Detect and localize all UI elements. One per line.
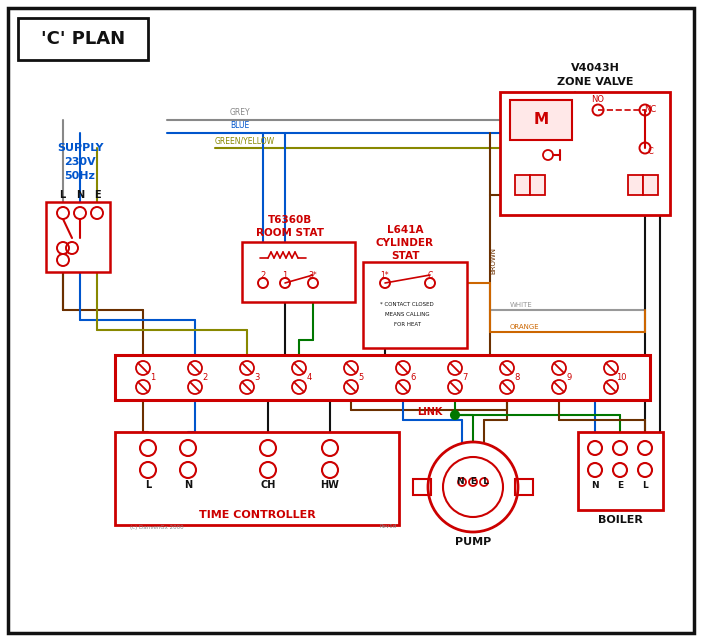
Text: BROWN: BROWN [490, 247, 496, 274]
Bar [363, 262, 467, 348]
Text: 2: 2 [260, 271, 265, 279]
Bar [628, 175, 643, 195]
Bar [578, 432, 663, 510]
Bar [242, 242, 355, 302]
Text: 2: 2 [202, 372, 208, 381]
Text: LINK: LINK [417, 407, 443, 417]
Text: BOILER: BOILER [597, 515, 642, 525]
Text: 10: 10 [616, 372, 626, 381]
Text: L: L [642, 481, 648, 490]
Text: MEANS CALLING: MEANS CALLING [385, 313, 430, 317]
Text: 3: 3 [254, 372, 260, 381]
Text: L: L [59, 190, 65, 200]
Text: C: C [647, 147, 653, 156]
Text: 6: 6 [410, 372, 416, 381]
Bar [510, 100, 572, 140]
Text: HW: HW [321, 480, 340, 490]
Text: WHITE: WHITE [510, 302, 533, 308]
Text: L641A: L641A [387, 225, 423, 235]
Bar [515, 479, 533, 495]
Text: N  E  L: N E L [457, 478, 489, 487]
Text: SUPPLY: SUPPLY [57, 143, 103, 153]
Text: STAT: STAT [391, 251, 419, 261]
Bar [530, 175, 545, 195]
Text: 230V: 230V [64, 157, 95, 167]
Bar [18, 18, 148, 60]
Bar [115, 432, 399, 525]
Text: CH: CH [260, 480, 276, 490]
Bar [643, 175, 658, 195]
Text: 1: 1 [150, 372, 156, 381]
Text: 1*: 1* [380, 271, 390, 279]
Text: Rev1d: Rev1d [380, 524, 397, 529]
Text: TIME CONTROLLER: TIME CONTROLLER [199, 510, 315, 520]
Text: T6360B: T6360B [268, 215, 312, 225]
Bar [413, 479, 431, 495]
Text: FOR HEAT: FOR HEAT [394, 322, 420, 328]
Circle shape [451, 411, 459, 419]
Text: V4043H: V4043H [571, 63, 619, 73]
Text: (c) DanvenGx 2000: (c) DanvenGx 2000 [130, 524, 184, 529]
Text: N: N [591, 481, 599, 490]
Text: 1: 1 [282, 271, 288, 279]
Text: BLUE: BLUE [230, 121, 249, 130]
Text: M: M [534, 113, 548, 128]
Text: GREEN/YELLOW: GREEN/YELLOW [215, 136, 275, 145]
Text: C: C [428, 271, 432, 279]
Text: L: L [145, 480, 151, 490]
Text: ORANGE: ORANGE [510, 324, 540, 330]
Text: 50Hz: 50Hz [65, 171, 95, 181]
Text: E: E [93, 190, 100, 200]
Text: NC: NC [644, 106, 656, 115]
Text: NO: NO [592, 96, 604, 104]
Text: N: N [184, 480, 192, 490]
Text: E: E [617, 481, 623, 490]
Bar [515, 175, 530, 195]
Text: 5: 5 [359, 372, 364, 381]
Text: 3*: 3* [309, 271, 317, 279]
Text: GREY: GREY [230, 108, 251, 117]
Text: ZONE VALVE: ZONE VALVE [557, 77, 633, 87]
Text: ROOM STAT: ROOM STAT [256, 228, 324, 238]
Bar [115, 355, 650, 400]
Text: 9: 9 [567, 372, 571, 381]
Text: 'C' PLAN: 'C' PLAN [41, 30, 125, 48]
Bar [500, 92, 670, 215]
Text: CYLINDER: CYLINDER [376, 238, 434, 248]
Text: 4: 4 [306, 372, 312, 381]
Text: 8: 8 [515, 372, 519, 381]
Text: 7: 7 [463, 372, 468, 381]
Text: N: N [76, 190, 84, 200]
Text: PUMP: PUMP [455, 537, 491, 547]
Text: * CONTACT CLOSED: * CONTACT CLOSED [380, 303, 434, 308]
Bar [46, 202, 110, 272]
